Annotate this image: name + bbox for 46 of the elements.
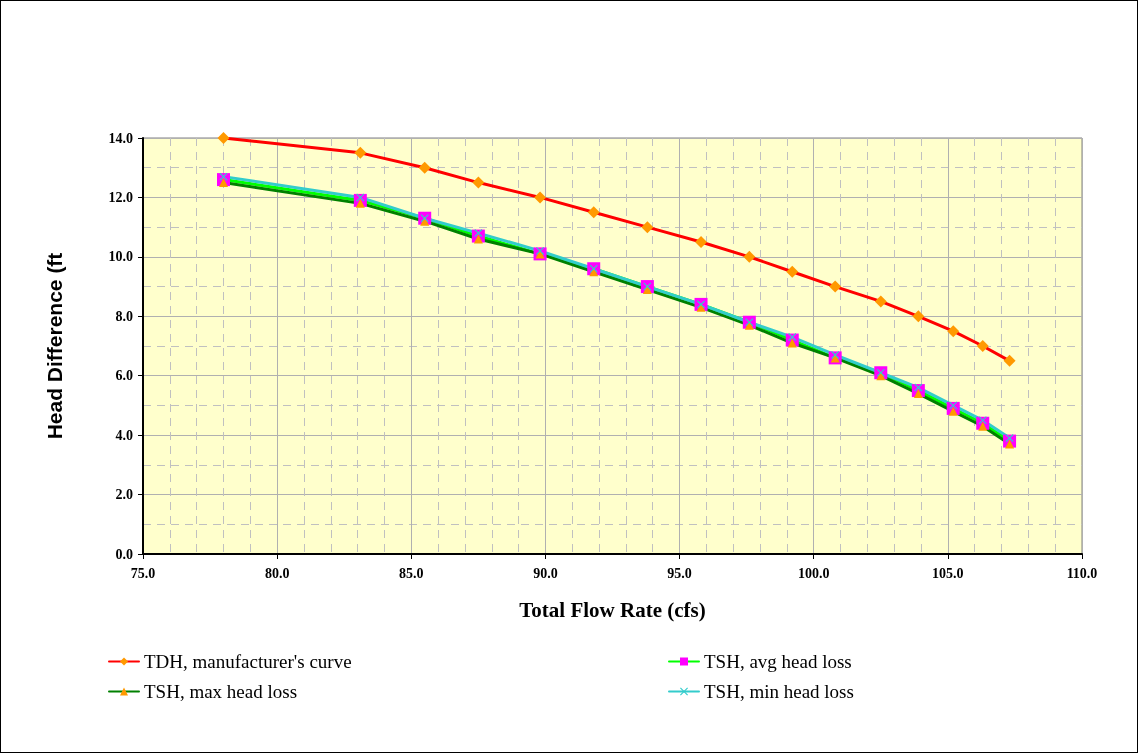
point: [354, 146, 367, 159]
x-tick-label: 80.0: [264, 565, 290, 581]
legend-label: TSH, avg head loss: [704, 651, 852, 672]
x-tick-label: 105.0: [932, 565, 964, 581]
point: [978, 421, 988, 431]
point: [217, 132, 230, 144]
point: [472, 176, 485, 189]
point: [1003, 354, 1016, 367]
legend-label: TSH, max head loss: [144, 681, 298, 702]
y-tick-label: 10.0: [108, 249, 133, 265]
point: [743, 250, 756, 263]
x-tick-label: 110.0: [1066, 565, 1098, 581]
point: [587, 206, 600, 219]
point: [534, 191, 547, 204]
y-tick-label: 8.0: [115, 308, 133, 324]
point: [786, 265, 799, 278]
point: [874, 295, 887, 308]
y-tick-label: 14.0: [108, 130, 133, 146]
point: [218, 178, 228, 188]
point: [829, 280, 842, 293]
y-tick-label: 2.0: [115, 487, 133, 503]
legend-label: TSH, min head loss: [704, 681, 854, 702]
y-tick-label: 0.0: [115, 546, 133, 562]
point: [355, 198, 365, 208]
y-axis-title: Head Difference (ft: [43, 252, 66, 440]
legend-label: TDH, manufacturer's curve: [144, 651, 352, 672]
point: [473, 234, 483, 244]
point: [976, 340, 989, 352]
x-axis-title: Total Flow Rate (cfs): [519, 597, 706, 622]
x-tick-label: 95.0: [667, 565, 692, 581]
point: [947, 325, 960, 338]
point: [787, 338, 797, 348]
x-tick-label: 85.0: [399, 565, 424, 581]
y-tick-label: 12.0: [108, 189, 133, 205]
point: [695, 236, 708, 248]
x-tick-label: 75.0: [130, 565, 156, 581]
x-tick-label: 100.0: [797, 565, 830, 581]
y-tick-label: 6.0: [115, 368, 133, 384]
point: [418, 161, 431, 174]
point: [913, 389, 923, 399]
point: [948, 406, 958, 416]
y-tick-label: 4.0: [115, 427, 133, 443]
x-tick-label: 90.0: [533, 565, 558, 581]
point: [1005, 439, 1015, 449]
point: [912, 310, 925, 323]
point: [641, 221, 654, 234]
